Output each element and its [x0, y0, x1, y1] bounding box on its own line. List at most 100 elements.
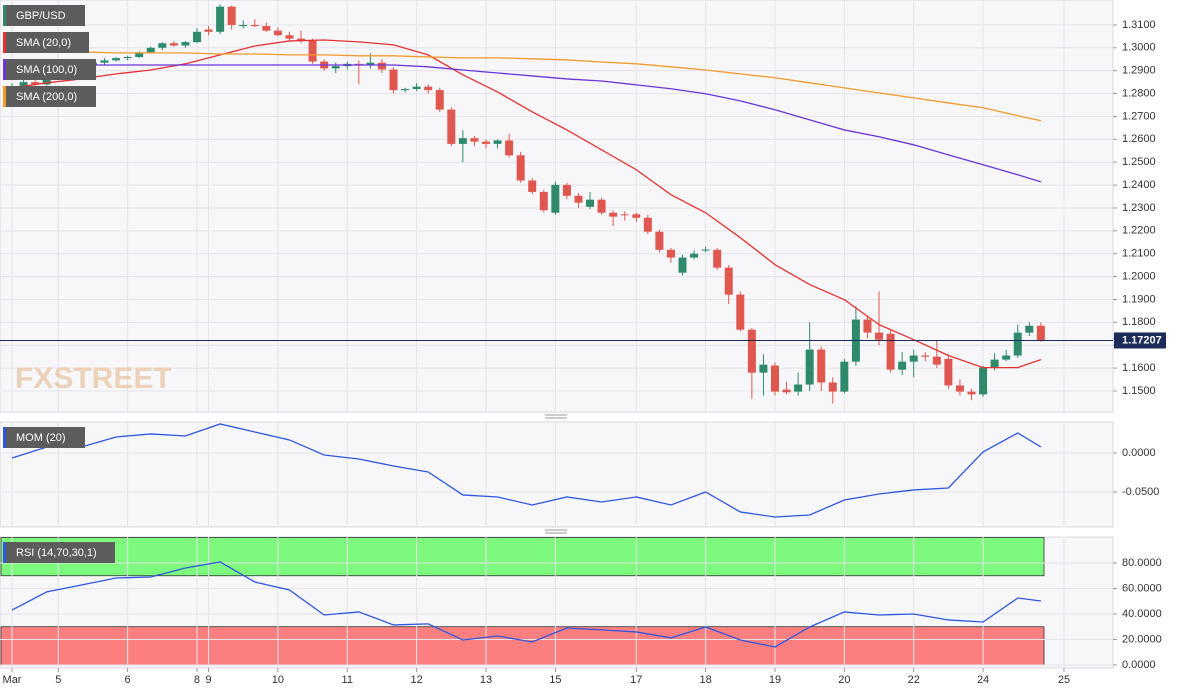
x-tick-label: 18: [699, 674, 711, 686]
legend-box: [3, 542, 115, 563]
candle-body: [898, 361, 907, 370]
y-tick-label: 1.2800: [1122, 87, 1156, 99]
candle-body: [794, 384, 803, 392]
x-tick-label: 20: [838, 674, 850, 686]
candle-body: [979, 367, 988, 395]
candle-body: [944, 358, 953, 386]
legend-label: SMA (20,0): [16, 37, 71, 49]
candle-body: [909, 355, 918, 362]
candle-body: [1036, 325, 1045, 341]
candle-body: [204, 29, 213, 32]
y-tick-label: 1.2600: [1122, 133, 1156, 145]
candle-body: [493, 140, 502, 144]
candle-body: [701, 249, 710, 251]
candle-body: [297, 38, 306, 41]
candle-body: [921, 355, 930, 357]
candle-body: [724, 267, 733, 295]
band: [0, 537, 1045, 577]
candle-body: [747, 329, 756, 373]
y-tick-label: 1.1500: [1122, 385, 1156, 397]
watermark: FXSTREET: [15, 362, 172, 395]
x-tick-label: 9: [205, 674, 211, 686]
x-tick-label: 11: [342, 674, 353, 686]
candle-body: [632, 214, 641, 218]
candle-body: [817, 349, 826, 383]
candle-body: [470, 138, 479, 142]
y-tick-label: 1.3100: [1122, 19, 1156, 31]
y-tick-label: 60.0000: [1122, 582, 1162, 594]
legend-box: [3, 32, 89, 53]
candle-body: [146, 47, 155, 53]
x-tick-label: 15: [549, 674, 561, 686]
legend-label: GBP/USD: [16, 10, 66, 22]
candle-body: [643, 217, 652, 232]
candle-body: [840, 361, 849, 392]
y-tick-label: 1.2000: [1122, 270, 1156, 282]
candle-body: [713, 249, 722, 268]
candle-body: [505, 140, 514, 156]
candle-body: [135, 52, 144, 57]
y-tick-label: 1.2400: [1122, 179, 1156, 191]
candle-body: [250, 24, 259, 27]
x-tick-label: 6: [125, 674, 131, 686]
candle-body: [447, 109, 456, 144]
line: [11, 39, 1042, 369]
line: [11, 423, 1042, 518]
legend-box: [3, 427, 85, 448]
candle-body: [875, 332, 884, 340]
panel-title: MOM (20): [16, 432, 66, 444]
candle-body: [216, 6, 225, 32]
candle-body: [262, 26, 271, 31]
candle-body: [574, 195, 583, 203]
candle-body: [805, 349, 814, 385]
y-tick-label: 0.0000: [1122, 659, 1156, 671]
legend-swatch: [3, 427, 6, 448]
candle-body: [123, 56, 132, 59]
legend-swatch: [3, 59, 6, 80]
candle-body: [759, 364, 768, 373]
candle-body: [169, 43, 178, 46]
candle-body: [401, 88, 410, 91]
candle-body: [285, 35, 294, 39]
candle-body: [1025, 325, 1034, 333]
candle-body: [412, 86, 421, 89]
candle-body: [990, 359, 999, 368]
candle-body: [539, 191, 548, 211]
y-tick-label: 0.0000: [1122, 447, 1156, 459]
legend-label: SMA (200,0): [16, 91, 77, 103]
candle-body: [528, 180, 537, 192]
candle-body: [181, 42, 190, 46]
line: [11, 561, 1041, 648]
candle-body: [736, 294, 745, 330]
line: [12, 64, 1042, 183]
candle-body: [586, 199, 595, 207]
candle-body: [609, 212, 618, 217]
band: [0, 626, 1045, 666]
x-tick-label: 10: [272, 674, 284, 686]
candle-body: [227, 6, 236, 25]
candle-body: [551, 184, 560, 213]
panel-title: RSI (14,70,30,1): [16, 547, 97, 559]
x-tick-label: 17: [630, 674, 642, 686]
candle-body: [192, 31, 201, 43]
candle-body: [481, 141, 490, 144]
x-tick-label: 25: [1058, 674, 1070, 686]
candle-body: [435, 90, 444, 110]
legend-box: [3, 5, 85, 26]
candle-body: [828, 382, 837, 392]
y-tick-label: 80.0000: [1122, 557, 1162, 569]
last-price-tag: [1114, 332, 1166, 349]
y-tick-label: -0.0500: [1122, 486, 1159, 498]
y-tick-label: 1.1900: [1122, 293, 1156, 305]
line: [12, 51, 1042, 122]
candle-body: [886, 333, 895, 370]
candle-body: [770, 365, 779, 392]
candle-body: [1013, 332, 1022, 356]
x-tick-label: 24: [977, 674, 989, 686]
candle-body: [932, 356, 941, 365]
candle-body: [389, 69, 398, 91]
candle-body: [239, 24, 248, 27]
candle-body: [782, 389, 791, 393]
x-tick-label: 12: [410, 674, 422, 686]
